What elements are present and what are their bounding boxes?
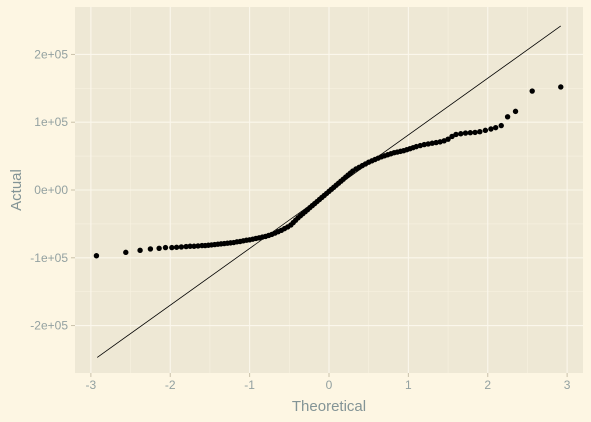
data-point — [429, 140, 435, 146]
y-tick-label: 1e+05 — [34, 115, 68, 129]
y-tick-label: -2e+05 — [30, 319, 68, 333]
data-point — [498, 122, 504, 129]
data-point — [504, 114, 511, 120]
data-point — [467, 130, 473, 136]
data-point — [445, 136, 451, 142]
x-axis-title: Theoretical — [292, 398, 366, 415]
data-point — [433, 139, 439, 146]
data-point — [173, 244, 180, 250]
data-points — [93, 84, 564, 259]
y-tick-label: 0e+00 — [34, 183, 68, 197]
x-axis-ticks: -3 -2 -1 0 1 2 3 — [86, 373, 571, 392]
data-point — [488, 126, 494, 132]
data-point — [449, 133, 455, 140]
data-point — [453, 131, 459, 138]
x-tick-label: 1 — [405, 378, 412, 392]
data-point — [93, 253, 100, 259]
data-point — [425, 141, 431, 147]
data-point — [178, 244, 185, 250]
data-point — [169, 244, 175, 251]
data-point — [183, 243, 189, 250]
x-tick-label: 0 — [326, 378, 333, 392]
data-point — [156, 245, 162, 251]
data-point — [458, 131, 464, 137]
data-point — [482, 127, 489, 134]
data-point — [492, 124, 499, 131]
data-point — [162, 244, 169, 251]
x-tick-label: -2 — [165, 378, 176, 392]
data-point — [123, 249, 129, 256]
data-point — [195, 243, 201, 249]
x-tick-label: -3 — [86, 378, 97, 392]
data-point — [512, 108, 519, 115]
y-tick-label: 2e+05 — [34, 47, 68, 61]
x-tick-label: -1 — [244, 378, 255, 392]
data-point — [477, 129, 483, 135]
y-axis-title: Actual — [8, 169, 25, 211]
y-axis-ticks: -2e+05 -1e+05 0e+00 1e+05 2e+05 — [30, 47, 75, 333]
data-point — [462, 130, 469, 136]
major-gridlines — [75, 7, 583, 373]
data-point — [529, 88, 535, 94]
x-tick-label: 2 — [484, 378, 491, 392]
x-tick-label: 3 — [564, 378, 571, 392]
data-point — [137, 247, 143, 254]
data-point — [472, 129, 478, 136]
data-point — [147, 246, 154, 252]
y-tick-label: -1e+05 — [30, 251, 68, 265]
data-point — [191, 243, 197, 249]
data-point — [187, 243, 193, 249]
data-point — [421, 141, 427, 148]
data-point — [558, 84, 564, 90]
